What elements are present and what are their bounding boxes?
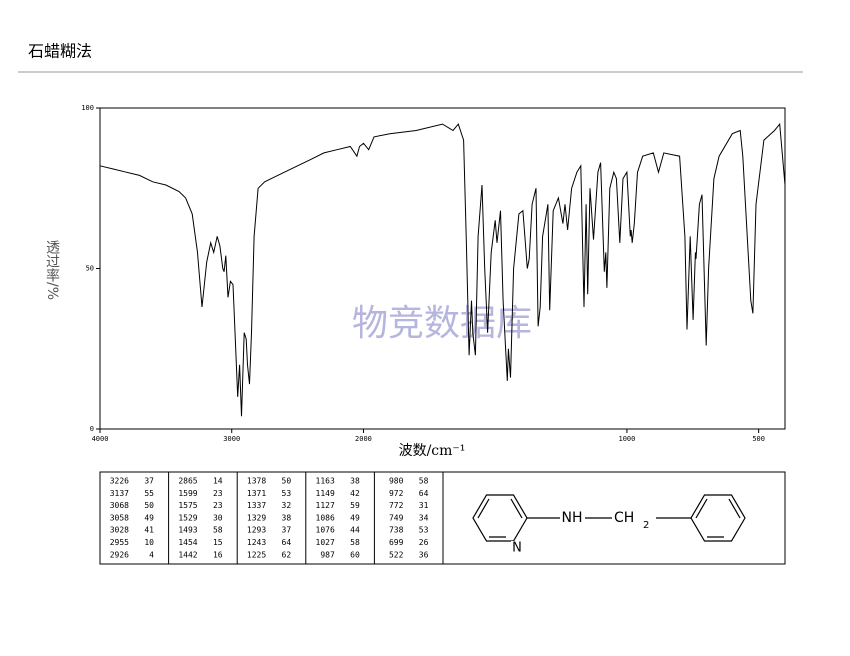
peak-transmittance: 38	[350, 477, 360, 486]
peak-wavenumber: 1076	[316, 526, 335, 535]
peak-wavenumber: 980	[389, 477, 404, 486]
peak-transmittance: 37	[282, 526, 292, 535]
peak-transmittance: 64	[419, 489, 429, 498]
peak-wavenumber: 772	[389, 501, 404, 510]
double-bond	[728, 498, 741, 519]
peak-transmittance: 58	[419, 477, 429, 486]
peak-wavenumber: 1378	[247, 477, 266, 486]
peak-transmittance: 50	[144, 501, 154, 510]
peak-transmittance: 58	[213, 526, 223, 535]
peak-transmittance: 44	[350, 526, 360, 535]
peak-wavenumber: 1027	[316, 538, 335, 547]
peak-transmittance: 64	[282, 538, 292, 547]
double-bond	[477, 498, 490, 519]
atom-label: NH	[562, 510, 583, 526]
peak-transmittance: 60	[350, 550, 360, 559]
benzene-ring	[690, 494, 746, 542]
peak-transmittance: 41	[144, 526, 154, 535]
peak-wavenumber: 1225	[247, 550, 266, 559]
peak-transmittance: 23	[213, 501, 223, 510]
double-bond	[510, 498, 523, 519]
peak-wavenumber: 1149	[316, 489, 335, 498]
peak-wavenumber: 1529	[178, 513, 197, 522]
x-axis-label: 波数/cm⁻¹	[399, 443, 466, 459]
peak-transmittance: 34	[419, 513, 429, 522]
peak-transmittance: 30	[213, 513, 223, 522]
peak-wavenumber: 1337	[247, 501, 266, 510]
peak-transmittance: 10	[144, 538, 154, 547]
x-tick-label: 2000	[355, 435, 372, 443]
peak-wavenumber: 2926	[110, 550, 129, 559]
x-tick-label: 500	[752, 435, 765, 443]
atom-label: CH	[614, 510, 634, 526]
peak-transmittance: 55	[144, 489, 154, 498]
peak-transmittance: 49	[350, 513, 360, 522]
page-title: 石蜡糊法	[28, 42, 92, 61]
atom-label: N	[512, 541, 522, 556]
watermark: 物竞数据库	[352, 303, 532, 344]
y-tick-label: 0	[90, 425, 94, 433]
peak-transmittance: 38	[282, 513, 292, 522]
peak-transmittance: 53	[282, 489, 292, 498]
peak-wavenumber: 1493	[178, 526, 197, 535]
peak-wavenumber: 1575	[178, 501, 197, 510]
peak-transmittance: 14	[213, 477, 223, 486]
double-bond	[695, 498, 708, 519]
peak-wavenumber: 3137	[110, 489, 129, 498]
structure	[472, 494, 746, 542]
peak-wavenumber: 1329	[247, 513, 266, 522]
peak-transmittance: 53	[419, 526, 429, 535]
plot-frame	[99, 107, 786, 430]
peak-transmittance: 26	[419, 538, 429, 547]
peak-wavenumber: 2955	[110, 538, 129, 547]
peak-wavenumber: 3226	[110, 477, 129, 486]
label-mask	[511, 541, 524, 554]
peak-transmittance: 58	[350, 538, 360, 547]
peak-wavenumber: 972	[389, 489, 404, 498]
peak-wavenumber: 1371	[247, 489, 266, 498]
peak-wavenumber: 1127	[316, 501, 335, 510]
atom-subscript: 2	[643, 520, 649, 531]
peak-wavenumber: 699	[389, 538, 404, 547]
peak-transmittance: 23	[213, 489, 223, 498]
x-tick-label: 4000	[92, 435, 109, 443]
spectrum-line	[99, 122, 786, 417]
peak-wavenumber: 2865	[178, 477, 197, 486]
peak-transmittance: 16	[213, 550, 223, 559]
y-axis-label: 透过率/%	[44, 240, 60, 300]
peak-transmittance: 4	[149, 550, 154, 559]
y-tick-label: 100	[81, 104, 94, 112]
peak-wavenumber: 522	[389, 550, 404, 559]
peak-wavenumber: 738	[389, 526, 404, 535]
peak-transmittance: 62	[282, 550, 292, 559]
peak-wavenumber: 1163	[316, 477, 335, 486]
peak-transmittance: 49	[144, 513, 154, 522]
peak-wavenumber: 1086	[316, 513, 335, 522]
peak-wavenumber: 1243	[247, 538, 266, 547]
peak-wavenumber: 3058	[110, 513, 129, 522]
peak-wavenumber: 3028	[110, 526, 129, 535]
x-tick-label: 3000	[223, 435, 240, 443]
y-tick-label: 50	[86, 265, 94, 273]
peak-transmittance: 50	[282, 477, 292, 486]
peak-transmittance: 32	[282, 501, 292, 510]
peak-transmittance: 42	[350, 489, 360, 498]
peak-wavenumber: 987	[320, 550, 335, 559]
peak-wavenumber: 3068	[110, 501, 129, 510]
peak-wavenumber: 749	[389, 513, 404, 522]
peak-wavenumber: 1442	[178, 550, 197, 559]
peak-wavenumber: 1454	[178, 538, 197, 547]
pyridine-ring	[472, 494, 528, 542]
peak-transmittance: 36	[419, 550, 429, 559]
peak-wavenumber: 1293	[247, 526, 266, 535]
peak-wavenumber: 1599	[178, 489, 197, 498]
peak-transmittance: 37	[144, 477, 154, 486]
peak-transmittance: 31	[419, 501, 429, 510]
peak-transmittance: 15	[213, 538, 223, 547]
x-tick-label: 1000	[618, 435, 635, 443]
peak-transmittance: 59	[350, 501, 360, 510]
